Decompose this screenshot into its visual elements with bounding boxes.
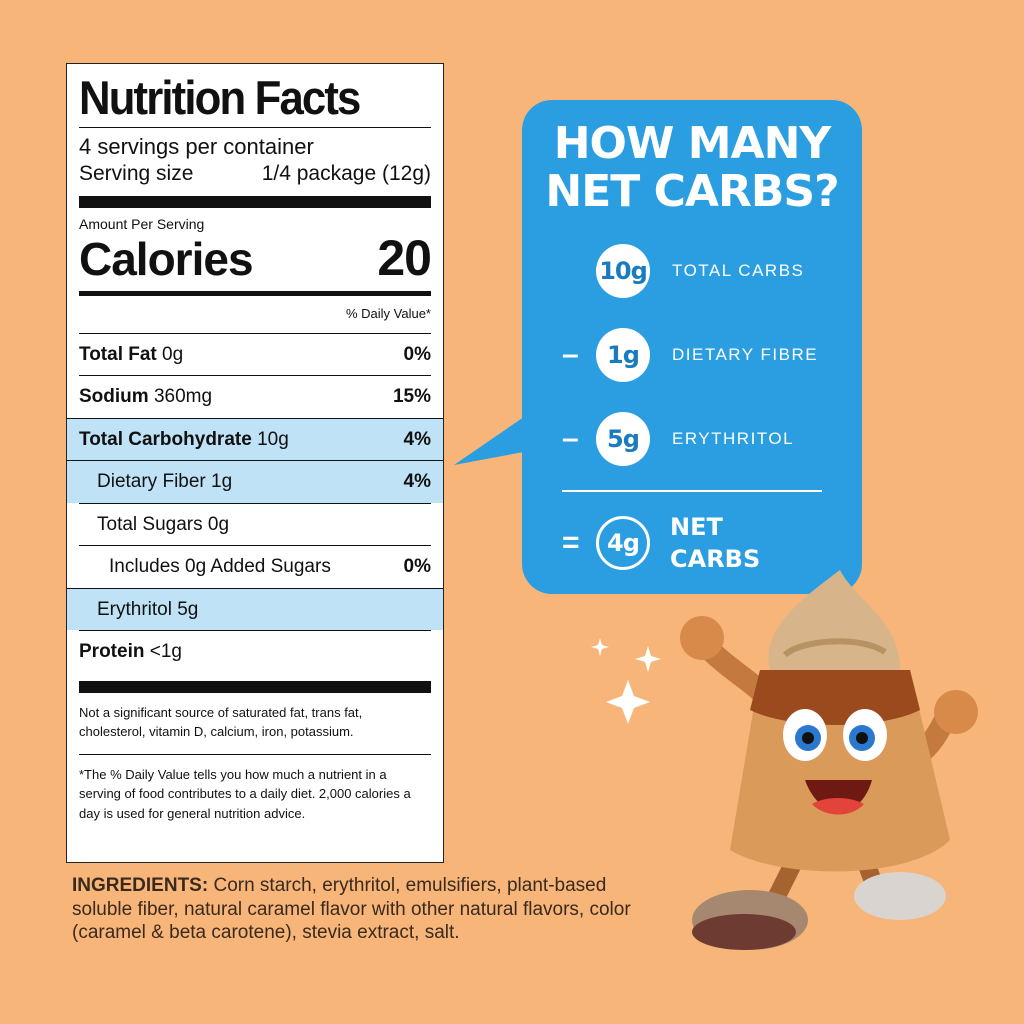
nutrient-label: Includes 0g Added Sugars	[109, 556, 331, 578]
nutrition-facts-title: Nutrition Facts	[79, 71, 361, 124]
nutrient-row-protein: Protein <1g	[79, 630, 431, 673]
nutrient-row-total-carbohydrate: Total Carbohydrate 10g 4%	[67, 417, 443, 461]
nutrient-pct: 4%	[403, 428, 431, 450]
nutrient-value: 10g	[257, 428, 289, 450]
nutrient-label: Total Fat	[79, 343, 157, 365]
sparkle-icon	[591, 638, 661, 724]
result-label: NET CARBS	[670, 511, 760, 576]
calories-row: Calories 20	[79, 230, 432, 287]
nutrition-facts-label: Nutrition Facts 4 servings per container…	[66, 63, 444, 863]
nutrient-pct: 0%	[403, 556, 431, 578]
result-amount: 4g	[596, 516, 650, 570]
nutrient-row-dietary-fiber: Dietary Fiber 1g 4%	[67, 460, 443, 503]
nutrition-note-not-significant: Not a significant source of saturated fa…	[79, 704, 363, 740]
nutrient-label: Total Sugars 0g	[97, 513, 230, 535]
carb-row-fibre: – 1g DIETARY FIBRE	[562, 328, 818, 382]
servings-per-container: 4 servings per container	[79, 134, 314, 159]
carb-row-erythritol: – 5g ERYTHRITOL	[562, 412, 794, 466]
nutrient-value: 0g	[162, 343, 184, 365]
result-operator: =	[562, 526, 580, 559]
nutrient-label: Sodium	[79, 386, 149, 408]
carb-label: ERYTHRITOL	[672, 429, 795, 448]
carb-amount: 10g	[596, 244, 650, 298]
ingredients-list: Corn starch, erythritol, emulsifiers, pl…	[72, 875, 631, 944]
nutrient-value: 360mg	[153, 386, 213, 408]
amount-per-serving: Amount Per Serving	[79, 216, 205, 233]
carb-label: TOTAL CARBS	[672, 261, 805, 280]
daily-value-header: % Daily Value*	[345, 305, 431, 321]
nutrient-label: Total Carbohydrate	[79, 428, 252, 450]
nutrient-row-erythritol: Erythritol 5g	[67, 587, 443, 631]
nutrient-label: Protein	[79, 641, 145, 663]
nutrient-row-added-sugars: Includes 0g Added Sugars 0%	[79, 545, 431, 588]
result-label-line1: NET	[670, 512, 723, 541]
calories-label: Calories	[79, 233, 254, 286]
net-carbs-result: = 4g NET CARBS	[562, 513, 760, 573]
carb-operator: –	[562, 422, 579, 455]
carb-label: DIETARY FIBRE	[672, 345, 819, 364]
nutrient-label: Dietary Fiber 1g	[97, 471, 233, 493]
net-carbs-bubble: HOW MANY NET CARBS? 10g TOTAL CARBS – 1g…	[522, 100, 862, 594]
nutrient-row-total-fat: Total Fat 0g 0%	[79, 332, 431, 376]
calories-value: 20	[377, 230, 432, 287]
bubble-title-line2: NET CARBS?	[545, 165, 839, 217]
nutrient-row-sodium: Sodium 360mg 15%	[79, 375, 431, 418]
nutrient-pct: 15%	[392, 386, 431, 408]
nutrient-pct: 0%	[403, 343, 431, 365]
carb-row-total: 10g TOTAL CARBS	[562, 244, 804, 298]
carb-amount: 5g	[596, 412, 650, 466]
bubble-divider	[562, 490, 822, 492]
serving-size: Serving size 1/4 package (12g)	[79, 162, 431, 186]
carb-amount: 1g	[596, 328, 650, 382]
ingredients-text: INGREDIENTS: Corn starch, erythritol, em…	[72, 874, 632, 945]
carb-operator: –	[562, 338, 579, 371]
nutrient-pct: 4%	[403, 471, 431, 493]
result-label-line2: CARBS	[670, 545, 761, 573]
nutrient-row-total-sugars: Total Sugars 0g	[79, 502, 431, 546]
nutrient-label: Erythritol 5g	[97, 598, 199, 620]
caramel-pudding-mascot-illustration	[591, 570, 978, 950]
ingredients-label: INGREDIENTS:	[72, 875, 209, 896]
nutrient-value: <1g	[149, 641, 182, 663]
serving-size-label: Serving size	[79, 162, 194, 186]
speech-bubble-tail	[454, 410, 534, 465]
serving-size-value: 1/4 package (12g)	[261, 162, 431, 186]
nutrition-note-daily-value: *The % Daily Value tells you how much a …	[79, 766, 411, 821]
bubble-title-line1: HOW MANY	[553, 118, 832, 169]
bubble-title: HOW MANY NET CARBS?	[522, 120, 862, 215]
